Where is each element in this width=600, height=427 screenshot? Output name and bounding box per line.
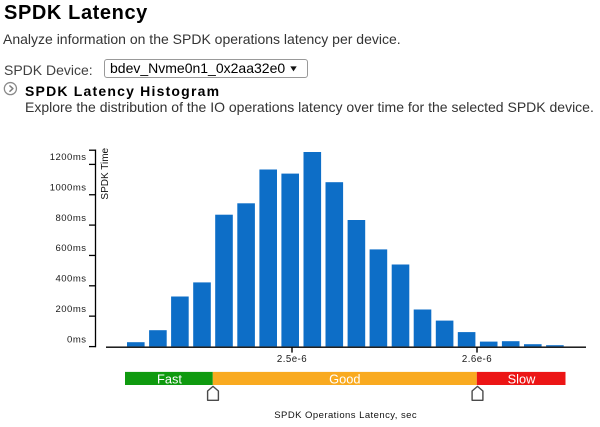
svg-text:Good: Good [329,372,360,387]
svg-text:200ms: 200ms [55,304,86,315]
svg-text:400ms: 400ms [55,274,86,285]
svg-text:1000ms: 1000ms [50,182,87,193]
svg-text:SPDK Time: SPDK Time [100,147,111,199]
svg-text:0ms: 0ms [67,334,86,345]
svg-text:2.6e-6: 2.6e-6 [462,354,492,365]
svg-text:1200ms: 1200ms [50,152,87,163]
svg-text:Slow: Slow [508,372,536,387]
svg-text:800ms: 800ms [55,213,86,224]
svg-text:2.5e-6: 2.5e-6 [277,354,307,365]
svg-text:Fast: Fast [157,372,182,387]
svg-text:SPDK Operations Latency, sec: SPDK Operations Latency, sec [274,410,417,421]
svg-text:600ms: 600ms [55,243,86,254]
